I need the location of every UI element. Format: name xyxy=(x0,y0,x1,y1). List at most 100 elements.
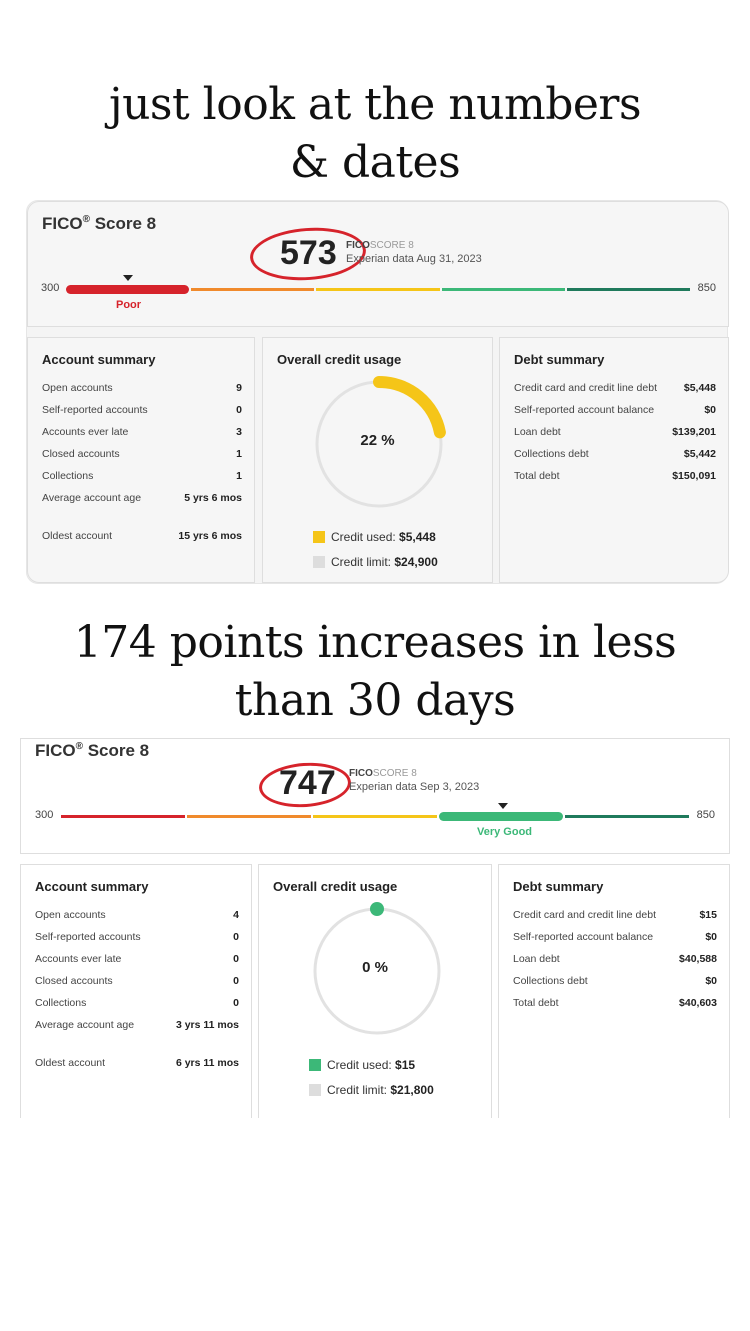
legend-credit-used: Credit used: $5,448 xyxy=(313,530,436,544)
used-swatch xyxy=(313,531,325,543)
row-label: Loan debt xyxy=(513,953,560,965)
caption-top-line-2: & dates xyxy=(289,137,461,188)
row-label: Loan debt xyxy=(514,426,561,438)
credit-usage-percent: 22 % xyxy=(360,432,395,449)
caption-top: just look at the numbers & dates xyxy=(0,76,750,192)
row-value: 0 xyxy=(233,975,239,987)
row-label: Open accounts xyxy=(42,382,113,394)
row-value: $40,588 xyxy=(679,953,717,965)
fico-title-suffix: Score 8 xyxy=(82,741,150,760)
row-label: Oldest account xyxy=(35,1057,106,1069)
row-label: Total debt xyxy=(513,997,559,1009)
row-value: $0 xyxy=(705,931,717,943)
donut-used-dot xyxy=(370,902,384,916)
row-label: Closed accounts xyxy=(35,975,113,987)
account-summary-title: Account summary xyxy=(42,352,156,367)
credit-usage-title: Overall credit usage xyxy=(277,352,402,367)
score-gauge xyxy=(61,812,691,821)
fico-title-suffix: Score 8 xyxy=(89,214,157,233)
gauge-band-poor xyxy=(61,815,185,818)
row-value: 5 yrs 6 mos xyxy=(184,492,242,504)
fico-title-text: FICO xyxy=(42,214,83,233)
score-card-before: FICO® Score 8 573 FICOSCORE 8 Experian d… xyxy=(27,201,729,327)
fico-score-title: FICO® Score 8 xyxy=(42,214,156,234)
gauge-band-poor xyxy=(66,285,190,294)
gauge-band-good xyxy=(313,815,437,818)
pointer-icon xyxy=(498,803,508,809)
row-value: $15 xyxy=(699,909,717,921)
fico-score8-logo: FICOSCORE 8 xyxy=(346,240,414,251)
row-value: 9 xyxy=(236,382,242,394)
fico-logo-brand: FICO xyxy=(349,768,373,779)
registered-mark: ® xyxy=(75,741,83,753)
row-label: Collections xyxy=(42,470,94,482)
limit-swatch xyxy=(309,1084,321,1096)
account-summary-card: Account summary Open accounts 9 Self-repor… xyxy=(27,337,255,583)
report-before: FICO® Score 8 573 FICOSCORE 8 Experian d… xyxy=(26,200,729,584)
gauge-band-very-good xyxy=(439,812,563,821)
gauge-band-fair xyxy=(187,815,311,818)
legend-credit-limit: Credit limit: $21,800 xyxy=(309,1083,434,1097)
score-source: Experian data Aug 31, 2023 xyxy=(346,253,482,265)
fico-logo-brand: FICO xyxy=(346,240,370,251)
row-label: Credit card and credit line debt xyxy=(514,382,657,394)
debt-summary-card: Debt summary Credit card and credit line… xyxy=(498,864,730,1118)
limit-label: Credit limit: xyxy=(327,1083,388,1097)
credit-usage-card: Overall credit usage 22 % Credit used: $… xyxy=(262,337,493,583)
score-rating: Poor xyxy=(116,299,142,311)
row-label: Open accounts xyxy=(35,909,106,921)
limit-swatch xyxy=(313,556,325,568)
limit-value: $24,900 xyxy=(394,555,438,569)
credit-usage-card: Overall credit usage 0 % Credit used: $1… xyxy=(258,864,492,1118)
row-value: 15 yrs 6 mos xyxy=(178,530,242,542)
score-card-after: FICO® Score 8 747 FICOSCORE 8 Experian d… xyxy=(20,738,730,854)
used-label: Credit used: xyxy=(327,1058,392,1072)
row-value: $150,091 xyxy=(672,470,716,482)
score-value: 573 xyxy=(280,234,337,272)
row-value: $40,603 xyxy=(679,997,717,1009)
fico-logo-suffix: SCORE 8 xyxy=(372,768,417,779)
donut-used-arc xyxy=(373,376,446,439)
row-label: Collections debt xyxy=(514,448,589,460)
row-label: Total debt xyxy=(514,470,560,482)
used-swatch xyxy=(309,1059,321,1071)
row-value: $139,201 xyxy=(672,426,716,438)
account-summary-title: Account summary xyxy=(35,879,149,894)
caption-middle-line-2: than 30 days xyxy=(234,675,516,726)
row-label: Collections xyxy=(35,997,87,1009)
credit-usage-donut xyxy=(313,902,441,1035)
scale-max: 850 xyxy=(696,809,715,821)
pointer-icon xyxy=(123,275,133,281)
debt-summary-title: Debt summary xyxy=(514,352,605,367)
used-label: Credit used: xyxy=(331,530,396,544)
score-source: Experian data Sep 3, 2023 xyxy=(349,781,480,793)
row-value: 3 yrs 11 mos xyxy=(175,1019,239,1031)
score-gauge xyxy=(66,285,692,294)
registered-mark: ® xyxy=(82,214,90,226)
row-value: 3 xyxy=(236,426,242,438)
row-value: 6 yrs 11 mos xyxy=(175,1057,239,1069)
score-rating: Very Good xyxy=(477,826,533,838)
row-label: Self-reported account balance xyxy=(513,931,654,943)
row-label: Credit card and credit line debt xyxy=(513,909,656,921)
row-value: 0 xyxy=(233,997,239,1009)
caption-top-line-1: just look at the numbers xyxy=(108,79,642,130)
gauge-band-fair xyxy=(191,288,315,291)
row-value: 0 xyxy=(233,931,239,943)
row-label: Oldest account xyxy=(42,530,113,542)
row-value: 0 xyxy=(233,953,239,965)
row-value: 1 xyxy=(236,470,242,482)
row-value: 4 xyxy=(233,909,239,921)
credit-usage-donut xyxy=(315,376,446,508)
row-label: Self-reported accounts xyxy=(42,404,148,416)
credit-usage-percent: 0 % xyxy=(362,959,388,976)
credit-usage-title: Overall credit usage xyxy=(273,879,398,894)
caption-middle-line-1: 174 points increases in less xyxy=(73,617,677,668)
row-label: Average account age xyxy=(42,492,142,504)
scale-min: 300 xyxy=(41,282,60,294)
limit-label: Credit limit: xyxy=(331,555,392,569)
row-label: Self-reported accounts xyxy=(35,931,141,943)
row-label: Collections debt xyxy=(513,975,588,987)
debt-summary-title: Debt summary xyxy=(513,879,604,894)
gauge-band-very-good xyxy=(441,288,565,291)
